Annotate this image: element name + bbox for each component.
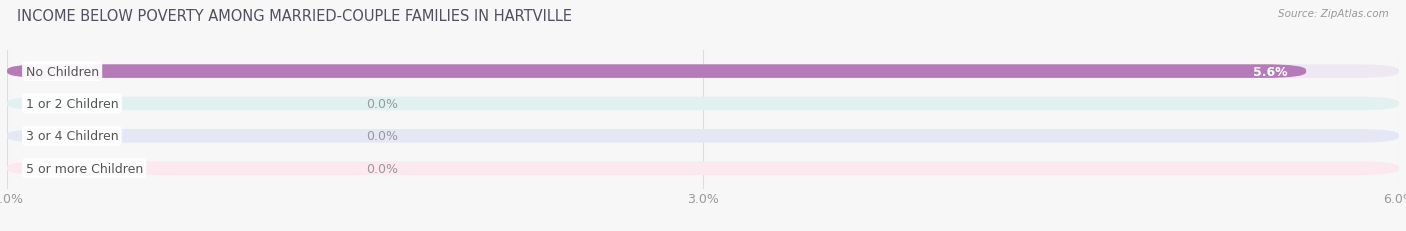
Text: 5.6%: 5.6% (1253, 65, 1288, 78)
Text: 5 or more Children: 5 or more Children (25, 162, 143, 175)
FancyBboxPatch shape (7, 65, 1399, 79)
FancyBboxPatch shape (7, 162, 1399, 175)
Text: INCOME BELOW POVERTY AMONG MARRIED-COUPLE FAMILIES IN HARTVILLE: INCOME BELOW POVERTY AMONG MARRIED-COUPL… (17, 9, 572, 24)
Text: 0.0%: 0.0% (367, 97, 399, 110)
Text: 0.0%: 0.0% (367, 130, 399, 143)
Text: 0.0%: 0.0% (367, 162, 399, 175)
Text: 3 or 4 Children: 3 or 4 Children (25, 130, 118, 143)
Text: Source: ZipAtlas.com: Source: ZipAtlas.com (1278, 9, 1389, 19)
FancyBboxPatch shape (7, 65, 1306, 79)
FancyBboxPatch shape (7, 97, 1399, 111)
Text: 1 or 2 Children: 1 or 2 Children (25, 97, 118, 110)
Text: No Children: No Children (25, 65, 98, 78)
FancyBboxPatch shape (7, 129, 1399, 143)
